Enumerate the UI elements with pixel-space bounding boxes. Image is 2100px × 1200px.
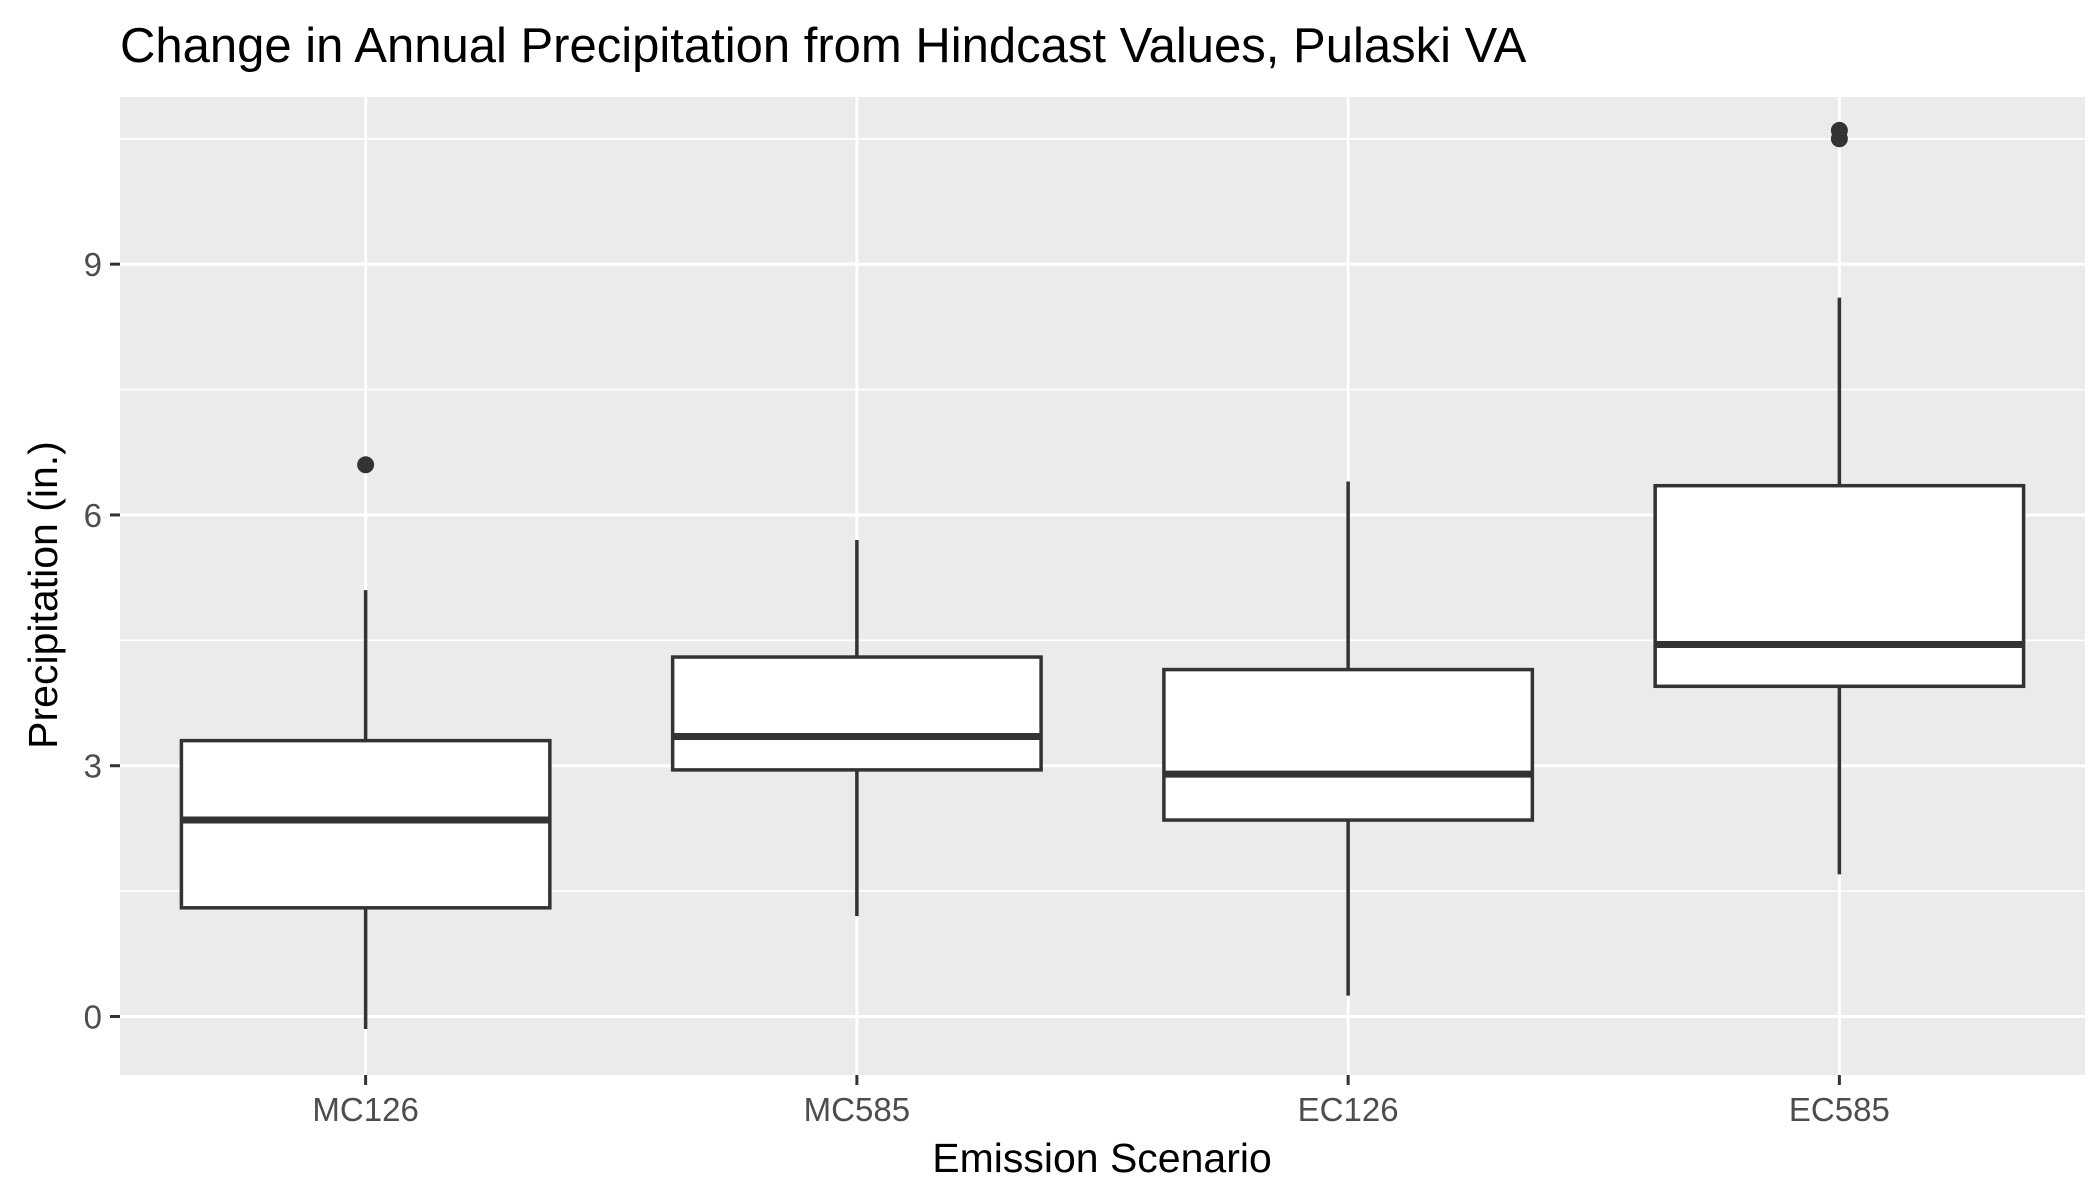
y-axis-title: Precipitation (in.) — [20, 441, 66, 749]
box-EC126 — [1162, 481, 1535, 996]
chart-title: Change in Annual Precipitation from Hind… — [120, 19, 1527, 73]
x-tick-label: EC585 — [1789, 1091, 1890, 1128]
outlier-point — [357, 456, 375, 474]
box-layer — [179, 121, 2026, 1030]
outlier-point — [1830, 121, 1848, 139]
y-axis: 0 3 6 9 — [84, 246, 120, 1035]
iqr-box — [670, 655, 1043, 772]
iqr-box — [1162, 667, 1535, 822]
iqr-box — [179, 738, 552, 910]
x-axis: MC126 MC585 EC126 EC585 — [312, 1075, 1890, 1128]
box-EC585 — [1653, 121, 2026, 875]
y-tick-label: 0 — [84, 998, 102, 1035]
iqr-box — [1653, 483, 2026, 689]
y-tick-label: 9 — [84, 246, 102, 283]
y-tick-label: 3 — [84, 748, 102, 785]
box-MC585 — [670, 540, 1043, 917]
box-MC126 — [179, 456, 552, 1030]
y-tick-label: 6 — [84, 497, 102, 534]
x-tick-label: MC126 — [312, 1091, 418, 1128]
x-tick-label: MC585 — [804, 1091, 910, 1128]
x-axis-title: Emission Scenario — [932, 1135, 1272, 1181]
x-tick-label: EC126 — [1298, 1091, 1399, 1128]
